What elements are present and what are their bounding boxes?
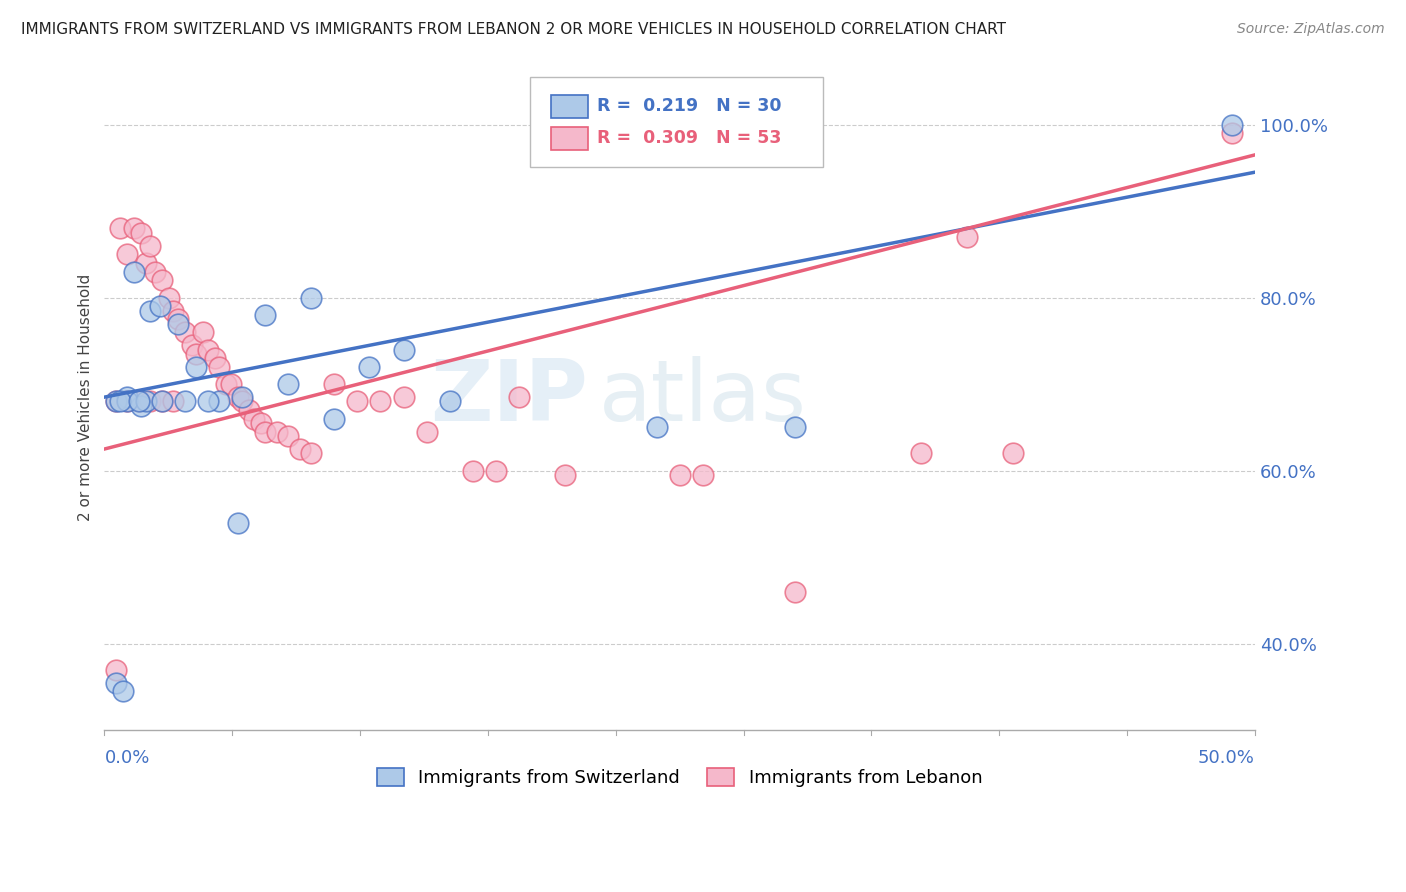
Point [110, 221, 132, 235]
Point [956, 230, 979, 244]
Point [135, 394, 157, 409]
Point [357, 359, 380, 374]
Point [157, 291, 180, 305]
Text: atlas: atlas [599, 356, 807, 439]
Point [129, 399, 152, 413]
Point [128, 394, 150, 409]
FancyBboxPatch shape [530, 78, 824, 168]
Point [208, 359, 231, 374]
Point [117, 247, 139, 261]
Point [143, 265, 166, 279]
Point [129, 226, 152, 240]
Point [104, 394, 127, 409]
Point [461, 464, 484, 478]
Point [277, 377, 299, 392]
Text: ZIP: ZIP [430, 356, 588, 439]
Point [139, 303, 162, 318]
Point [162, 394, 184, 409]
Point [910, 446, 932, 460]
Point [1220, 118, 1243, 132]
Point [197, 394, 219, 409]
Point [180, 338, 202, 352]
Point [197, 343, 219, 357]
Point [150, 394, 173, 409]
Point [323, 377, 346, 392]
Point [110, 394, 132, 409]
Y-axis label: 2 or more Vehicles in Household: 2 or more Vehicles in Household [79, 274, 93, 521]
Point [288, 442, 311, 456]
Point [301, 291, 323, 305]
Point [150, 273, 173, 287]
Point [301, 446, 323, 460]
Text: Source: ZipAtlas.com: Source: ZipAtlas.com [1237, 22, 1385, 37]
Point [392, 390, 415, 404]
Point [783, 584, 806, 599]
Point [1220, 126, 1243, 140]
Point [139, 394, 162, 409]
Point [162, 303, 184, 318]
Point [117, 394, 139, 409]
Point [554, 467, 576, 482]
Point [215, 377, 238, 392]
Point [508, 390, 530, 404]
Point [1002, 446, 1025, 460]
Point [174, 394, 197, 409]
Text: 50.0%: 50.0% [1198, 749, 1256, 767]
Point [117, 390, 139, 404]
Point [254, 425, 277, 439]
Point [104, 394, 127, 409]
Legend: Immigrants from Switzerland, Immigrants from Lebanon: Immigrants from Switzerland, Immigrants … [370, 761, 990, 795]
Point [226, 516, 249, 530]
Point [186, 359, 208, 374]
Point [104, 675, 127, 690]
Point [692, 467, 714, 482]
Point [783, 420, 806, 434]
Point [231, 390, 253, 404]
Point [186, 347, 208, 361]
Point [128, 394, 150, 409]
Point [219, 377, 242, 392]
Point [174, 325, 197, 339]
Text: R =  0.219   N = 30: R = 0.219 N = 30 [596, 97, 782, 115]
Point [645, 420, 668, 434]
Point [668, 467, 690, 482]
Point [149, 299, 172, 313]
Point [484, 464, 506, 478]
Point [250, 416, 273, 430]
Point [243, 411, 266, 425]
Point [167, 312, 190, 326]
FancyBboxPatch shape [551, 128, 588, 150]
Point [208, 394, 231, 409]
Point [346, 394, 368, 409]
Point [370, 394, 392, 409]
Point [111, 684, 134, 698]
Point [439, 394, 461, 409]
Point [167, 317, 190, 331]
Point [117, 394, 139, 409]
Point [135, 256, 157, 270]
Point [204, 351, 226, 366]
Point [266, 425, 288, 439]
Point [415, 425, 437, 439]
FancyBboxPatch shape [551, 95, 588, 118]
Point [277, 429, 299, 443]
Point [150, 394, 173, 409]
Point [139, 238, 162, 252]
Point [226, 390, 249, 404]
Point [104, 663, 127, 677]
Text: IMMIGRANTS FROM SWITZERLAND VS IMMIGRANTS FROM LEBANON 2 OR MORE VEHICLES IN HOU: IMMIGRANTS FROM SWITZERLAND VS IMMIGRANT… [21, 22, 1007, 37]
Point [392, 343, 415, 357]
Point [231, 394, 253, 409]
Point [193, 325, 215, 339]
Point [124, 265, 146, 279]
Point [124, 221, 146, 235]
Point [254, 308, 277, 322]
Text: 0.0%: 0.0% [104, 749, 150, 767]
Point [238, 403, 260, 417]
Text: R =  0.309   N = 53: R = 0.309 N = 53 [596, 129, 782, 147]
Point [323, 411, 346, 425]
